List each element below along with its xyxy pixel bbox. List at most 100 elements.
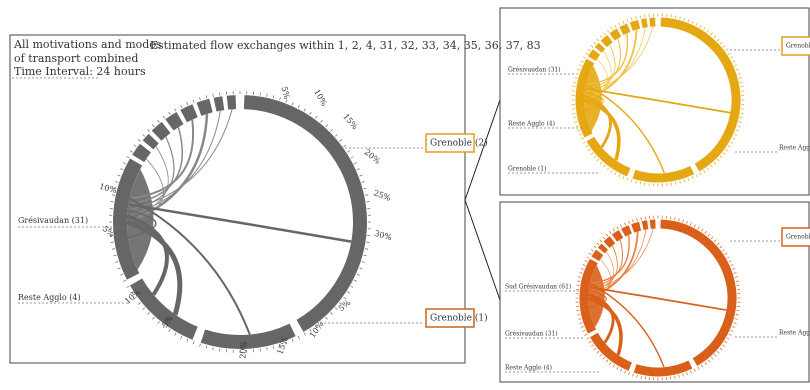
ring-segment <box>180 104 198 123</box>
tick <box>585 145 589 148</box>
tick <box>704 231 707 234</box>
tick <box>716 158 720 162</box>
tick <box>726 256 730 259</box>
ring-segment <box>243 95 367 332</box>
tick <box>578 133 582 136</box>
tick <box>674 375 676 379</box>
tick <box>716 242 720 246</box>
tick <box>603 164 606 168</box>
tick <box>622 176 625 180</box>
tick <box>591 344 594 347</box>
tick <box>363 254 367 257</box>
tick <box>157 321 160 325</box>
tick <box>710 32 713 36</box>
tick <box>356 273 360 276</box>
tick <box>339 139 343 142</box>
chord <box>126 214 169 296</box>
tick <box>719 245 723 249</box>
tick <box>728 260 732 263</box>
ring-segment <box>660 219 737 366</box>
tick <box>599 353 603 357</box>
tick <box>582 330 586 332</box>
tick <box>593 245 597 249</box>
tick <box>703 27 706 31</box>
tick <box>314 115 318 119</box>
label-box <box>781 227 810 247</box>
tick <box>325 124 328 128</box>
ring-segment <box>213 96 225 112</box>
tick <box>701 228 704 232</box>
label: Reste Agglo (4) <box>779 330 810 337</box>
tick <box>334 307 338 310</box>
tick <box>727 145 731 148</box>
ring-segment <box>609 28 622 41</box>
chord <box>588 293 615 344</box>
tick <box>582 56 586 59</box>
tick-label: 20% <box>363 147 383 166</box>
tick <box>683 179 686 183</box>
label: Reste Agglo (4) <box>508 121 555 128</box>
tick <box>111 248 115 250</box>
tick <box>596 350 600 354</box>
tick <box>599 239 603 243</box>
tick <box>365 194 369 196</box>
tick <box>334 134 338 137</box>
tick <box>707 359 711 363</box>
chord <box>128 197 251 335</box>
tick <box>353 279 357 282</box>
tick <box>330 312 333 315</box>
tick <box>693 368 696 372</box>
tick <box>577 68 581 71</box>
label: Grésivaudan (31) <box>18 216 88 225</box>
tick-label: 10% <box>98 182 118 195</box>
tick <box>129 150 133 153</box>
tick <box>636 374 638 378</box>
tick <box>596 242 600 246</box>
tick <box>732 60 736 63</box>
tick <box>697 366 700 370</box>
ring-segment <box>113 158 143 280</box>
tick <box>738 121 742 123</box>
tick <box>591 249 594 252</box>
tick <box>719 155 723 159</box>
label: Grenoble (2) <box>430 138 488 149</box>
tick <box>297 105 300 109</box>
ribbon <box>127 168 154 270</box>
chord <box>589 234 630 285</box>
tick <box>339 302 343 305</box>
tick <box>579 322 583 324</box>
tick <box>137 302 141 305</box>
tick <box>303 332 306 336</box>
tick <box>640 375 642 379</box>
tick <box>192 99 195 103</box>
tick <box>180 105 183 109</box>
tick <box>716 350 720 354</box>
label-box <box>781 36 810 56</box>
tick <box>359 174 363 177</box>
tick <box>703 169 706 173</box>
ring-segment <box>590 332 633 371</box>
tick <box>586 256 590 259</box>
tick <box>574 121 578 123</box>
tick <box>735 68 739 71</box>
tick <box>722 249 725 252</box>
tick <box>593 347 597 351</box>
tick <box>580 60 584 63</box>
tick <box>266 347 268 351</box>
tick <box>279 343 281 347</box>
label: Sud Grésivaudan (61) <box>505 284 571 291</box>
tick <box>120 168 124 171</box>
tick <box>363 187 367 190</box>
tick <box>343 296 347 300</box>
tick <box>636 218 638 222</box>
tick <box>147 312 150 315</box>
ring-segment <box>640 18 648 29</box>
tick <box>578 64 582 67</box>
tick <box>675 15 677 19</box>
tick <box>303 108 306 112</box>
tick <box>186 338 189 342</box>
tick <box>186 102 189 106</box>
chord <box>585 87 731 114</box>
tick <box>724 341 728 344</box>
